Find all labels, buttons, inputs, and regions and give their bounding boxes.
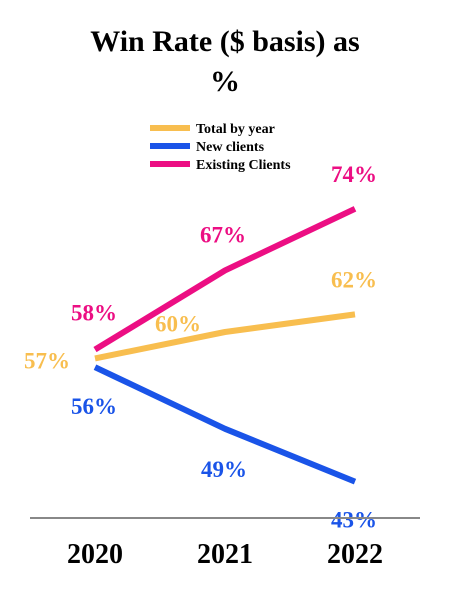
x-tick-label-2: 2022 <box>327 539 383 570</box>
x-tick-label-1: 2021 <box>197 539 253 570</box>
data-label-1-1: 49% <box>201 457 247 482</box>
series-line-1 <box>93 364 357 485</box>
data-labels: 57% 60% 62% 56% 49% 43% 58% 67% 74% <box>24 162 377 533</box>
legend-label-1: New clients <box>196 140 265 155</box>
legend: Total by year New clients Existing Clients <box>150 122 291 173</box>
series-line-2 <box>93 206 357 353</box>
data-label-1-0: 56% <box>71 394 117 419</box>
data-label-2-1: 67% <box>200 222 246 247</box>
chart-title-line-1: Win Rate ($ basis) as <box>90 25 359 58</box>
legend-label-0: Total by year <box>196 122 275 137</box>
data-label-0-1: 60% <box>155 312 201 337</box>
chart-title-line-2: % <box>210 65 240 98</box>
legend-label-2: Existing Clients <box>196 158 291 173</box>
data-label-2-0: 58% <box>71 301 117 326</box>
series-lines <box>93 206 357 485</box>
data-label-2-2: 74% <box>331 162 377 187</box>
data-label-1-2: 43% <box>331 508 377 533</box>
x-tick-label-0: 2020 <box>67 539 123 570</box>
series-line-0 <box>94 311 356 362</box>
x-axis-tick-labels: 2020 2021 2022 <box>67 539 383 570</box>
data-label-0-2: 62% <box>331 267 377 292</box>
data-label-0-0: 57% <box>24 348 70 373</box>
